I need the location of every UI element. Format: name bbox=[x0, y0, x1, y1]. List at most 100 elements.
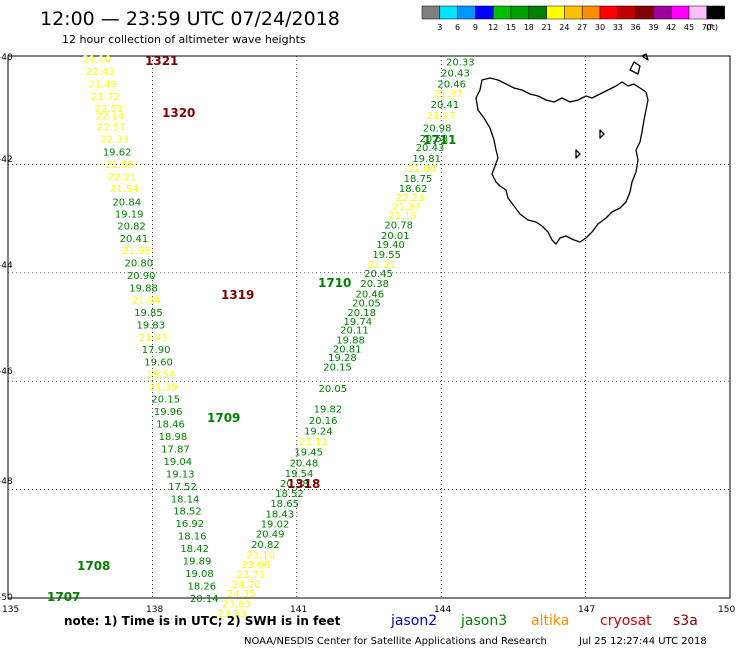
colorbar-swatch bbox=[600, 6, 618, 19]
colorbar-swatch bbox=[564, 6, 582, 19]
lat-tick-label: -42 bbox=[0, 155, 13, 165]
swh-value-label: 21.94 bbox=[132, 295, 161, 306]
satellite-legend-jason2: jason2 bbox=[390, 613, 437, 629]
swh-value-label: 22.33 bbox=[100, 134, 129, 145]
latitude-tick-labels: -40 -42 -44 -46 -48 -50 bbox=[0, 53, 13, 603]
colorbar-tick-label: 6 bbox=[455, 23, 460, 32]
colorbar-tick-label: 39 bbox=[648, 23, 658, 32]
colorbar-swatch bbox=[493, 6, 511, 19]
footer-timestamp: Jul 25 12:27:44 UTC 2018 bbox=[578, 636, 707, 647]
wave-height-map: 12:00 — 23:59 UTC 07/24/2018 12 hour col… bbox=[0, 0, 740, 650]
swh-value-label: 19.83 bbox=[137, 320, 166, 331]
pass-label-1709: 1709 bbox=[207, 411, 240, 425]
units-note: note: 1) Time is in UTC; 2) SWH is in fe… bbox=[64, 614, 341, 628]
swh-value-label: 20.41 bbox=[431, 100, 460, 111]
swh-value-label: 19.13 bbox=[166, 469, 195, 480]
lon-tick-label: 150 bbox=[718, 605, 735, 615]
map-subtitle: 12 hour collection of altimeter wave hei… bbox=[62, 33, 306, 46]
lat-tick-label: -46 bbox=[0, 367, 13, 377]
swh-value-label: 21.72 bbox=[91, 92, 120, 103]
swh-value-label: 17.52 bbox=[168, 482, 197, 493]
colorbar-swatch bbox=[618, 6, 636, 19]
swh-value-label: 17.90 bbox=[142, 345, 171, 356]
swh-value-label: 21.11 bbox=[299, 437, 328, 448]
pass-label-1711: 1711 bbox=[423, 133, 456, 147]
colorbar-tick-label: 33 bbox=[613, 23, 623, 32]
pass-label-1319: 1319 bbox=[221, 288, 254, 302]
swh-value-label: 21.39 bbox=[149, 383, 178, 394]
lat-tick-label: -50 bbox=[0, 593, 13, 603]
colorbar-swatch bbox=[547, 6, 565, 19]
small-island-ne bbox=[642, 54, 648, 60]
swh-value-label: 18.46 bbox=[156, 419, 185, 430]
swh-value-label: 19.89 bbox=[183, 557, 212, 568]
pass-label-1708: 1708 bbox=[77, 559, 110, 573]
colorbar-tick-label: 30 bbox=[595, 23, 605, 32]
colorbar-legend: 3 6 9 12 15 18 21 24 27 30 33 36 39 42 45 70 bbox=[422, 6, 725, 32]
swh-value-label: 16.92 bbox=[176, 519, 205, 530]
colorbar-tick-label: 24 bbox=[559, 23, 569, 32]
colorbar-swatch bbox=[529, 6, 547, 19]
swh-value-label: 21.49 bbox=[88, 80, 117, 91]
lon-tick-label: 135 bbox=[2, 605, 19, 615]
tasmania-coastline bbox=[476, 54, 648, 244]
swh-value-label: 18.42 bbox=[180, 544, 209, 555]
colorbar-swatch bbox=[671, 6, 689, 19]
colorbar-tick-label: 12 bbox=[488, 23, 498, 32]
swh-value-label: 21.54 bbox=[110, 184, 139, 195]
lat-tick-label: -44 bbox=[0, 261, 13, 271]
colorbar-swatch bbox=[511, 6, 529, 19]
colorbar-tick-label: 3 bbox=[437, 23, 442, 32]
swh-value-label: 20.14 bbox=[190, 594, 219, 605]
swh-value-label: 20.15 bbox=[151, 395, 180, 406]
satellite-legend-altika: altika bbox=[531, 613, 569, 629]
pass-label-1707: 1707 bbox=[47, 590, 80, 604]
swh-value-label: 20.84 bbox=[112, 197, 141, 208]
colorbar-swatch bbox=[707, 6, 725, 19]
tasmania-mainland bbox=[476, 78, 648, 244]
swh-value-label: 19.19 bbox=[115, 210, 144, 221]
satellite-legend-jason3: jason3 bbox=[460, 613, 507, 629]
lat-tick-label: -40 bbox=[0, 53, 13, 63]
swh-value-label: 19.85 bbox=[134, 308, 163, 319]
swh-value-label: 21.55 bbox=[105, 160, 134, 171]
swh-value-label: 20.15 bbox=[323, 363, 352, 374]
colorbar-swatch bbox=[653, 6, 671, 19]
lat-tick-label: -48 bbox=[0, 477, 13, 487]
swh-value-label: 22.21 bbox=[108, 172, 137, 183]
swh-value-label: 21.98 bbox=[122, 246, 151, 257]
swh-value-label: 19.08 bbox=[185, 569, 214, 580]
swh-value-label: 20.33 bbox=[446, 57, 475, 68]
colorbar-tick-label: 21 bbox=[542, 23, 552, 32]
colorbar-unit: (ft) bbox=[706, 23, 718, 32]
flinders-island bbox=[630, 62, 640, 74]
swh-value-label: 21.10 bbox=[83, 55, 112, 66]
swh-value-label: 21.43 bbox=[139, 333, 168, 344]
swh-value-label: 20.82 bbox=[117, 222, 146, 233]
colorbar-swatch bbox=[440, 6, 458, 19]
lake-outline-2 bbox=[576, 150, 580, 158]
colorbar-tick-label: 27 bbox=[577, 23, 587, 32]
satellite-legend-cryosat: cryosat bbox=[600, 613, 652, 629]
satellite-legend: jason2 jason3 altika cryosat s3a bbox=[390, 613, 698, 629]
swh-value-label: 22.43 bbox=[86, 67, 115, 78]
swh-value-label: 19.88 bbox=[129, 283, 158, 294]
colorbar-swatch bbox=[636, 6, 654, 19]
lake-outline bbox=[600, 130, 604, 138]
colorbar-swatch bbox=[582, 6, 600, 19]
swh-value-label: 21.37 bbox=[434, 89, 463, 100]
swh-value-label: 18.14 bbox=[171, 494, 200, 505]
swh-value-label: 19.45 bbox=[294, 448, 323, 459]
swh-value-label: 22.57 bbox=[97, 122, 126, 133]
swh-value-label: 20.82 bbox=[251, 540, 280, 551]
swh-value-label: 18.26 bbox=[188, 582, 217, 593]
swh-value-label: 21.17 bbox=[427, 111, 456, 122]
swh-value-label: 19.82 bbox=[314, 404, 343, 415]
colorbar-tick-label: 42 bbox=[666, 23, 676, 32]
swh-value-label: 19.96 bbox=[154, 407, 183, 418]
swh-value-label: 18.16 bbox=[178, 532, 207, 543]
swh-value-label: 18.98 bbox=[159, 432, 188, 443]
pass-label-1710: 1710 bbox=[318, 276, 351, 290]
swh-value-label: 20.05 bbox=[318, 384, 347, 395]
